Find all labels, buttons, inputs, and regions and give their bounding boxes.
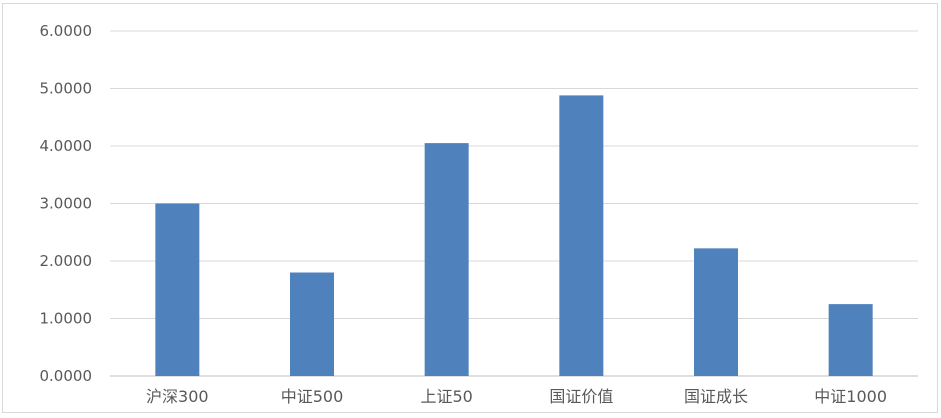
y-axis-tick-labels: 0.0000 1.0000 2.0000 3.0000 4.0000 5.0000 6.00…: [40, 22, 93, 385]
x-category-label: 中证500: [281, 387, 344, 406]
bar-0: [155, 203, 200, 376]
x-category-label: 沪深300: [146, 387, 209, 406]
bar-1: [290, 272, 334, 376]
bar-4: [694, 248, 738, 376]
bar-3: [559, 95, 604, 377]
y-tick-label: 1.0000: [40, 310, 93, 328]
bar-5: [828, 304, 873, 376]
x-category-label: 中证1000: [814, 387, 887, 406]
x-axis-category-labels: 沪深300 中证500 上证50 国证价值 国证成长 中证1000: [146, 387, 887, 406]
y-tick-label: 2.0000: [40, 252, 93, 270]
x-category-label: 国证成长: [684, 387, 748, 406]
x-category-label: 上证50: [420, 387, 472, 406]
bar-2: [424, 143, 469, 376]
y-tick-label: 0.0000: [40, 367, 93, 385]
x-category-label: 国证价值: [549, 387, 613, 406]
y-tick-label: 4.0000: [40, 137, 93, 155]
bars: [155, 95, 873, 377]
y-tick-label: 3.0000: [40, 195, 93, 213]
gridlines: [110, 30, 918, 377]
y-tick-label: 5.0000: [40, 80, 93, 98]
y-tick-label: 6.0000: [40, 22, 93, 40]
